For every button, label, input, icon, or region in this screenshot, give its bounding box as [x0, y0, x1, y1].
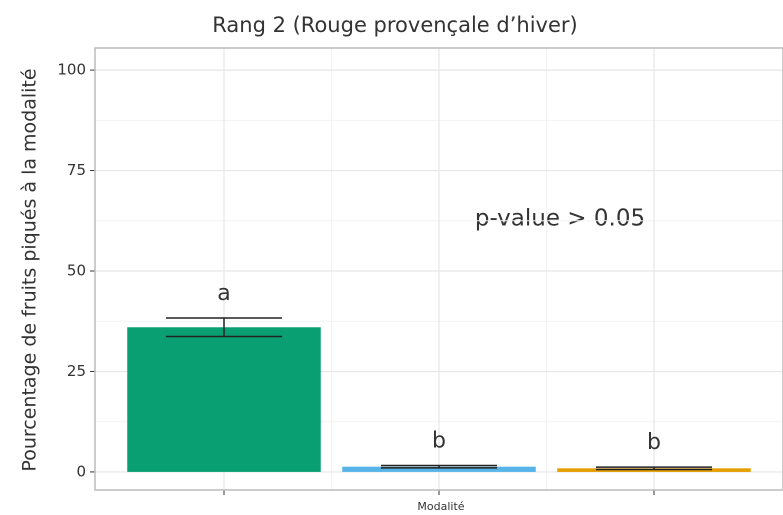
error-bar	[165, 317, 283, 338]
y-tick-label: 0	[76, 462, 86, 480]
y-tick-label: 75	[67, 161, 86, 179]
annotation: p-value > 0.05	[475, 206, 645, 232]
y-tick-label: 100	[57, 61, 86, 79]
group-letter: a	[217, 281, 230, 306]
error-bar	[595, 466, 713, 471]
group-letter: b	[647, 430, 661, 455]
panel-border	[94, 47, 783, 491]
y-tick-label: 25	[67, 362, 86, 380]
y-axis-label: Pourcentage de fruits piqués à la modali…	[19, 68, 41, 471]
x-axis-label: Modalité	[417, 500, 464, 513]
bar	[127, 327, 321, 472]
error-bar	[380, 464, 498, 469]
chart-title: Rang 2 (Rouge provençale d’hiver)	[212, 13, 577, 37]
group-letter: b	[432, 428, 446, 453]
y-tick-label: 50	[67, 262, 86, 280]
bar	[342, 466, 536, 472]
